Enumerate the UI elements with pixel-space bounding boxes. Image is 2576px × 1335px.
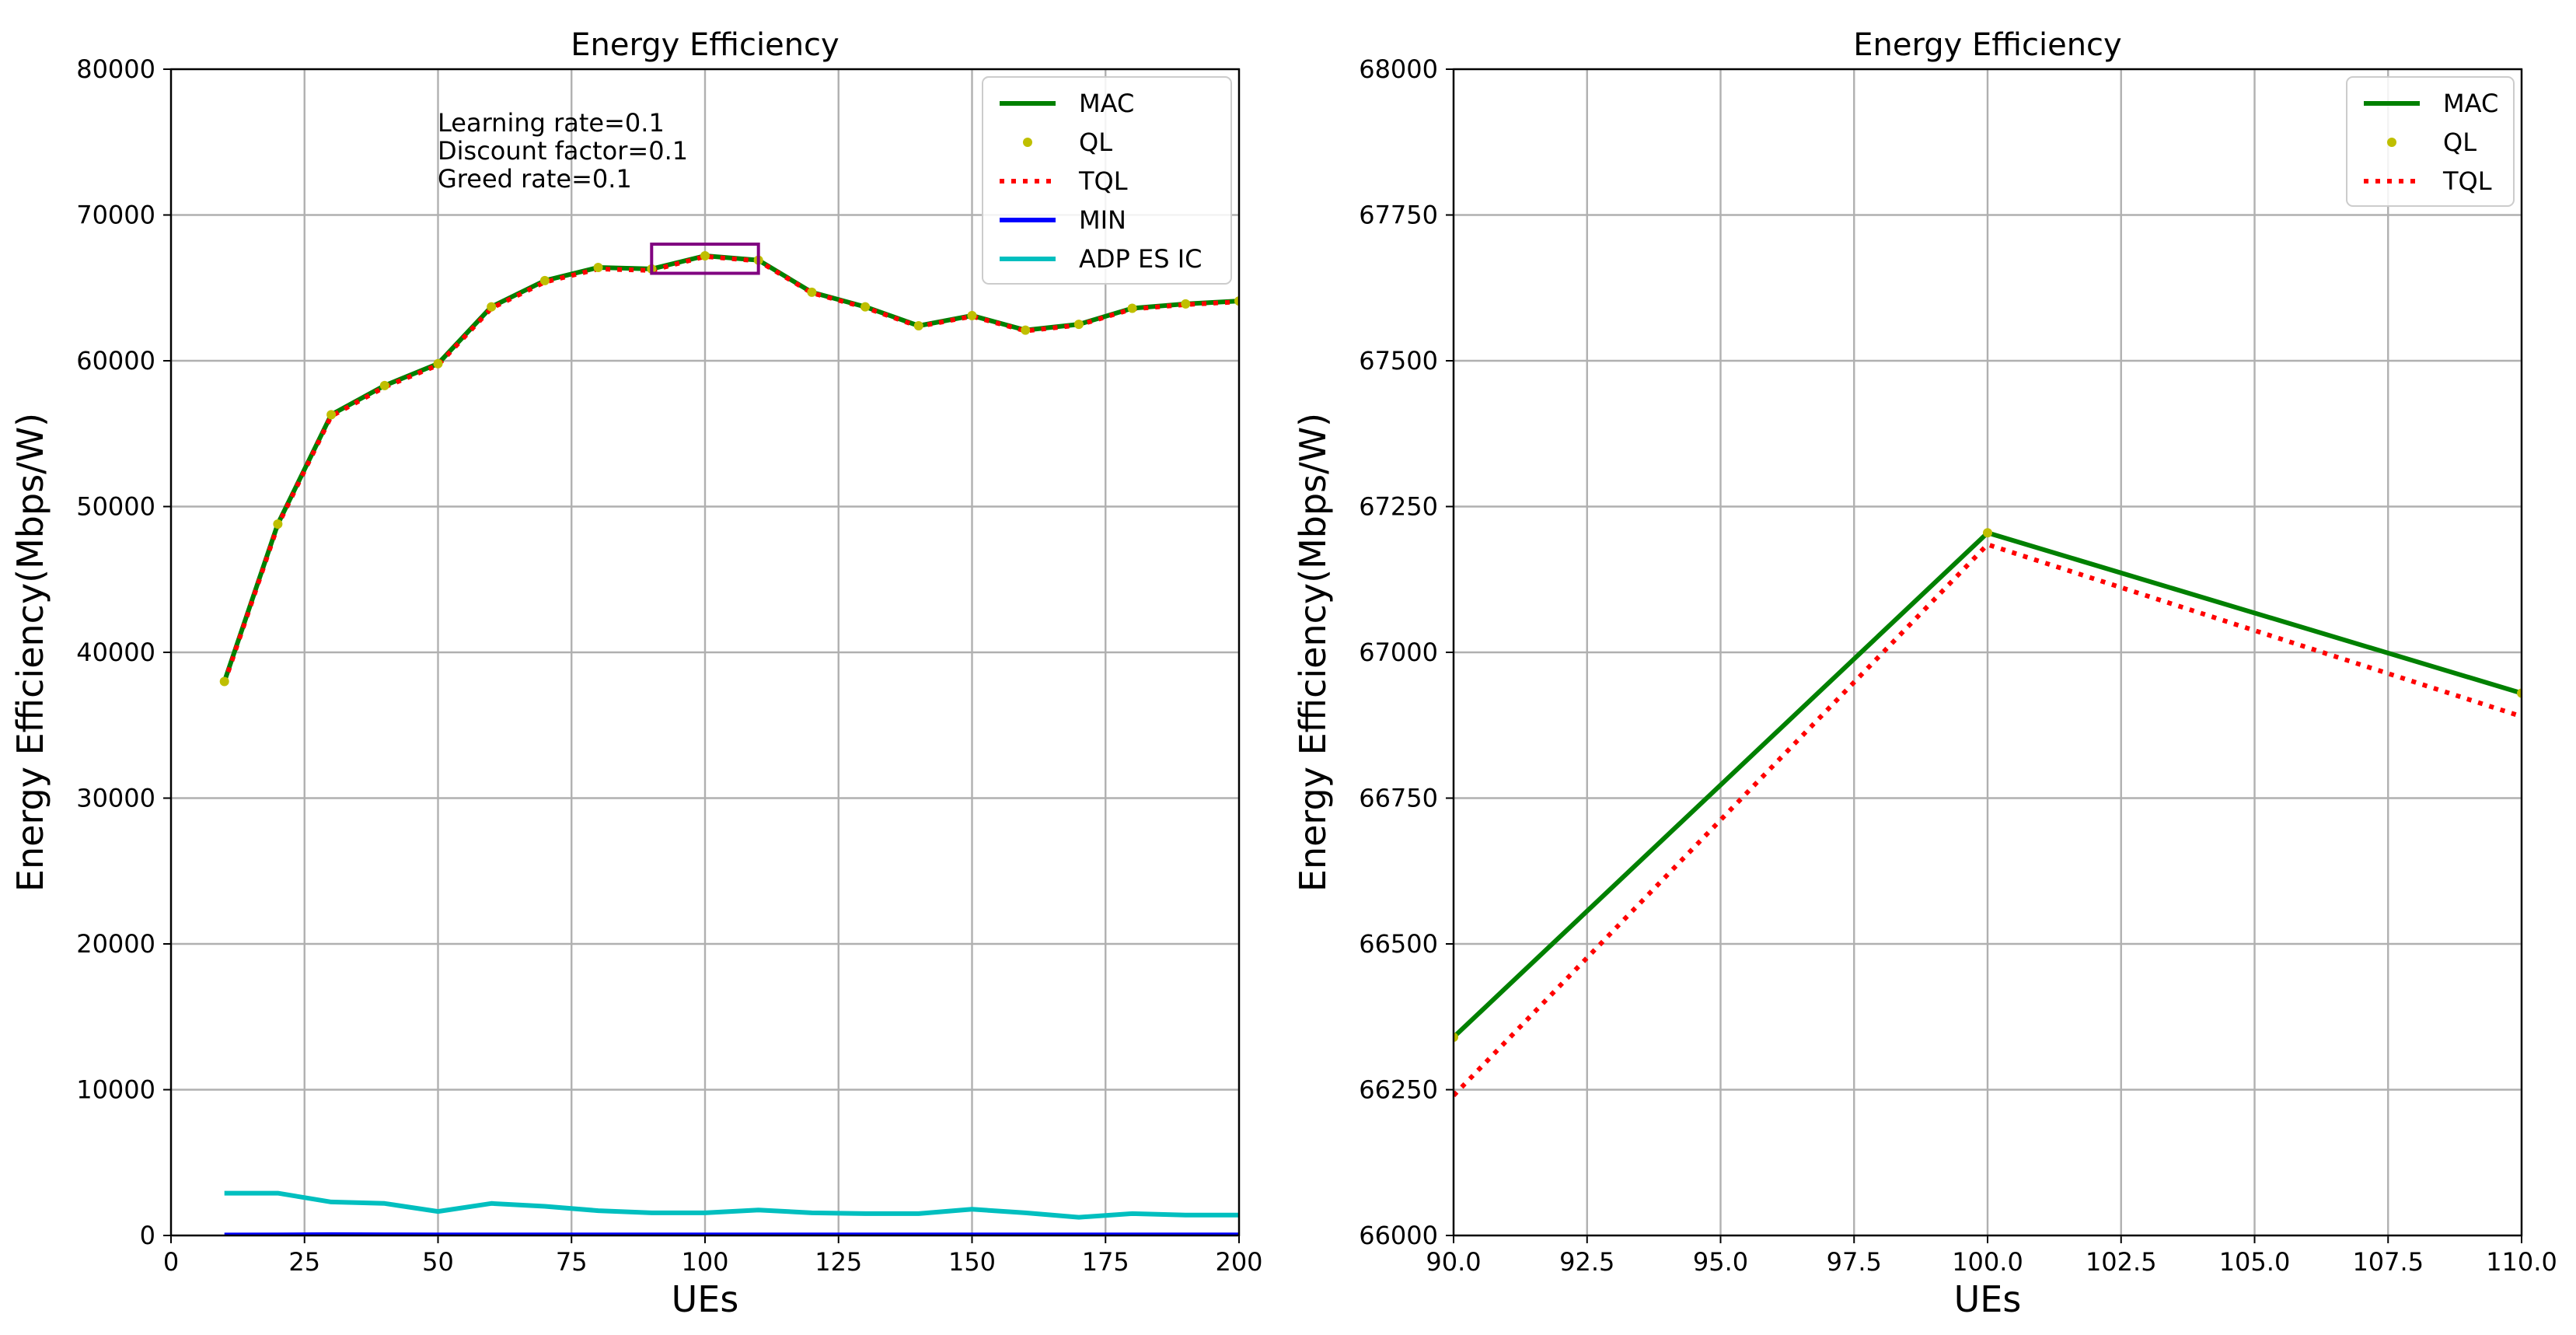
series-ql-point bbox=[593, 263, 603, 272]
y-tick-label: 50000 bbox=[76, 492, 155, 522]
series-ql-point bbox=[1127, 303, 1137, 313]
x-tick-label: 175 bbox=[1082, 1247, 1129, 1277]
x-tick-label: 75 bbox=[556, 1247, 588, 1277]
y-tick-label: 80000 bbox=[76, 54, 155, 84]
x-axis-label: UEs bbox=[1954, 1278, 2022, 1320]
legend-label-tql: TQL bbox=[2442, 166, 2492, 196]
chart-panel-2: 90.0 92.5 95.0 97.5 100.0 102.5 105.0 107.5 110.… bbox=[1292, 27, 2557, 1320]
legend-box bbox=[2346, 76, 2515, 207]
chart-title: Energy Efficiency bbox=[1853, 27, 2121, 63]
x-tick-label: 25 bbox=[288, 1247, 320, 1277]
series-adp-es-ic-line bbox=[224, 1190, 1239, 1220]
x-tick-label: 102.5 bbox=[2086, 1247, 2157, 1277]
series-ql-point bbox=[1181, 299, 1191, 309]
x-tick-label: 92.5 bbox=[1559, 1247, 1614, 1277]
x-tick-label: 150 bbox=[948, 1247, 996, 1277]
x-tick-label: 95.0 bbox=[1693, 1247, 1748, 1277]
x-tick-label: 0 bbox=[163, 1247, 179, 1277]
series-ql-point bbox=[1234, 296, 1239, 306]
y-tick-label: 67750 bbox=[1359, 201, 1438, 230]
legend-swatch-ql bbox=[1023, 138, 1032, 147]
series-ql-point bbox=[379, 380, 389, 390]
legend-swatch-ql bbox=[2387, 138, 2396, 147]
legend-label-min: MIN bbox=[1079, 205, 1126, 235]
series-ql-point bbox=[860, 302, 871, 312]
series-mac-line bbox=[222, 253, 1239, 683]
legend-label-mac: MAC bbox=[1079, 89, 1134, 118]
y-tick-label: 67250 bbox=[1359, 492, 1438, 522]
y-tick-label: 66000 bbox=[1359, 1221, 1438, 1250]
chart-title: Energy Efficiency bbox=[571, 27, 839, 63]
zoom-region-box bbox=[650, 243, 760, 275]
legend-box bbox=[982, 76, 1232, 285]
x-tick-label: 105.0 bbox=[2219, 1247, 2291, 1277]
plot-area bbox=[219, 251, 1239, 1235]
x-tick-label: 125 bbox=[815, 1247, 862, 1277]
x-tick-label: 90.0 bbox=[1426, 1247, 1481, 1277]
series-ql-point bbox=[700, 251, 710, 260]
y-tick-label: 60000 bbox=[76, 346, 155, 376]
y-tick-label: 20000 bbox=[76, 929, 155, 959]
x-tick-label: 107.5 bbox=[2352, 1247, 2424, 1277]
series-ql-point bbox=[807, 287, 817, 297]
x-tick-label: 100.0 bbox=[1952, 1247, 2023, 1277]
series-ql-point bbox=[487, 302, 497, 312]
y-tick-label: 68000 bbox=[1359, 54, 1438, 84]
y-axis-label: Energy Efficiency(Mbps/W) bbox=[1292, 413, 1334, 892]
legend-label-tql: TQL bbox=[1078, 166, 1128, 196]
series-ql-point bbox=[2517, 688, 2522, 698]
legend-label-ql: QL bbox=[1079, 128, 1112, 157]
series-ql-point bbox=[913, 321, 923, 330]
y-axis-label: Energy Efficiency(Mbps/W) bbox=[9, 413, 51, 892]
axes-frame bbox=[169, 68, 1241, 1237]
y-tick-label: 67000 bbox=[1359, 638, 1438, 667]
series-ql-point bbox=[967, 310, 977, 320]
series-ql-point bbox=[433, 358, 443, 369]
x-tick-label: 100 bbox=[681, 1247, 728, 1277]
series-ql-point bbox=[1021, 325, 1031, 335]
x-tick-label: 110.0 bbox=[2486, 1247, 2557, 1277]
legend-label-mac: MAC bbox=[2443, 89, 2498, 118]
y-tick-label: 10000 bbox=[76, 1075, 155, 1105]
series-tql-line bbox=[222, 253, 1239, 684]
y-tick-label: 30000 bbox=[76, 784, 155, 813]
y-tick-label: 66500 bbox=[1359, 929, 1438, 959]
series-ql-point bbox=[219, 676, 229, 687]
legend-label-ql: QL bbox=[2443, 128, 2477, 157]
legend-label-adp-es-ic: ADP ES IC bbox=[1079, 244, 1202, 274]
y-tick-label: 40000 bbox=[76, 638, 155, 667]
y-tick-label: 66750 bbox=[1359, 784, 1438, 813]
x-tick-label: 97.5 bbox=[1827, 1247, 1882, 1277]
y-tick-label: 70000 bbox=[76, 201, 155, 230]
x-axis-label: UEs bbox=[672, 1278, 739, 1320]
series-ql-point bbox=[539, 275, 550, 285]
chart-panel-1: 0 25 50 75 100 125 150 175 200 0 10000 20000 30000 40… bbox=[9, 27, 1263, 1320]
x-tick-label: 50 bbox=[422, 1247, 454, 1277]
annotation-line: Greed rate=0.1 bbox=[438, 164, 632, 194]
x-tick-label: 200 bbox=[1215, 1247, 1262, 1277]
series-ql-point bbox=[1073, 320, 1084, 330]
series-ql-point bbox=[273, 519, 283, 529]
annotation-line: Discount factor=0.1 bbox=[438, 136, 688, 166]
plot-area bbox=[1454, 528, 2522, 1098]
annotation-line: Learning rate=0.1 bbox=[438, 108, 665, 138]
y-tick-label: 66250 bbox=[1359, 1075, 1438, 1105]
axes-frame bbox=[1452, 68, 2523, 1237]
series-ql-point bbox=[326, 410, 337, 420]
y-tick-label: 0 bbox=[140, 1221, 155, 1250]
y-tick-label: 67500 bbox=[1359, 346, 1438, 376]
series-ql-point bbox=[1983, 528, 1992, 538]
series-ql-point bbox=[1454, 1033, 1458, 1042]
